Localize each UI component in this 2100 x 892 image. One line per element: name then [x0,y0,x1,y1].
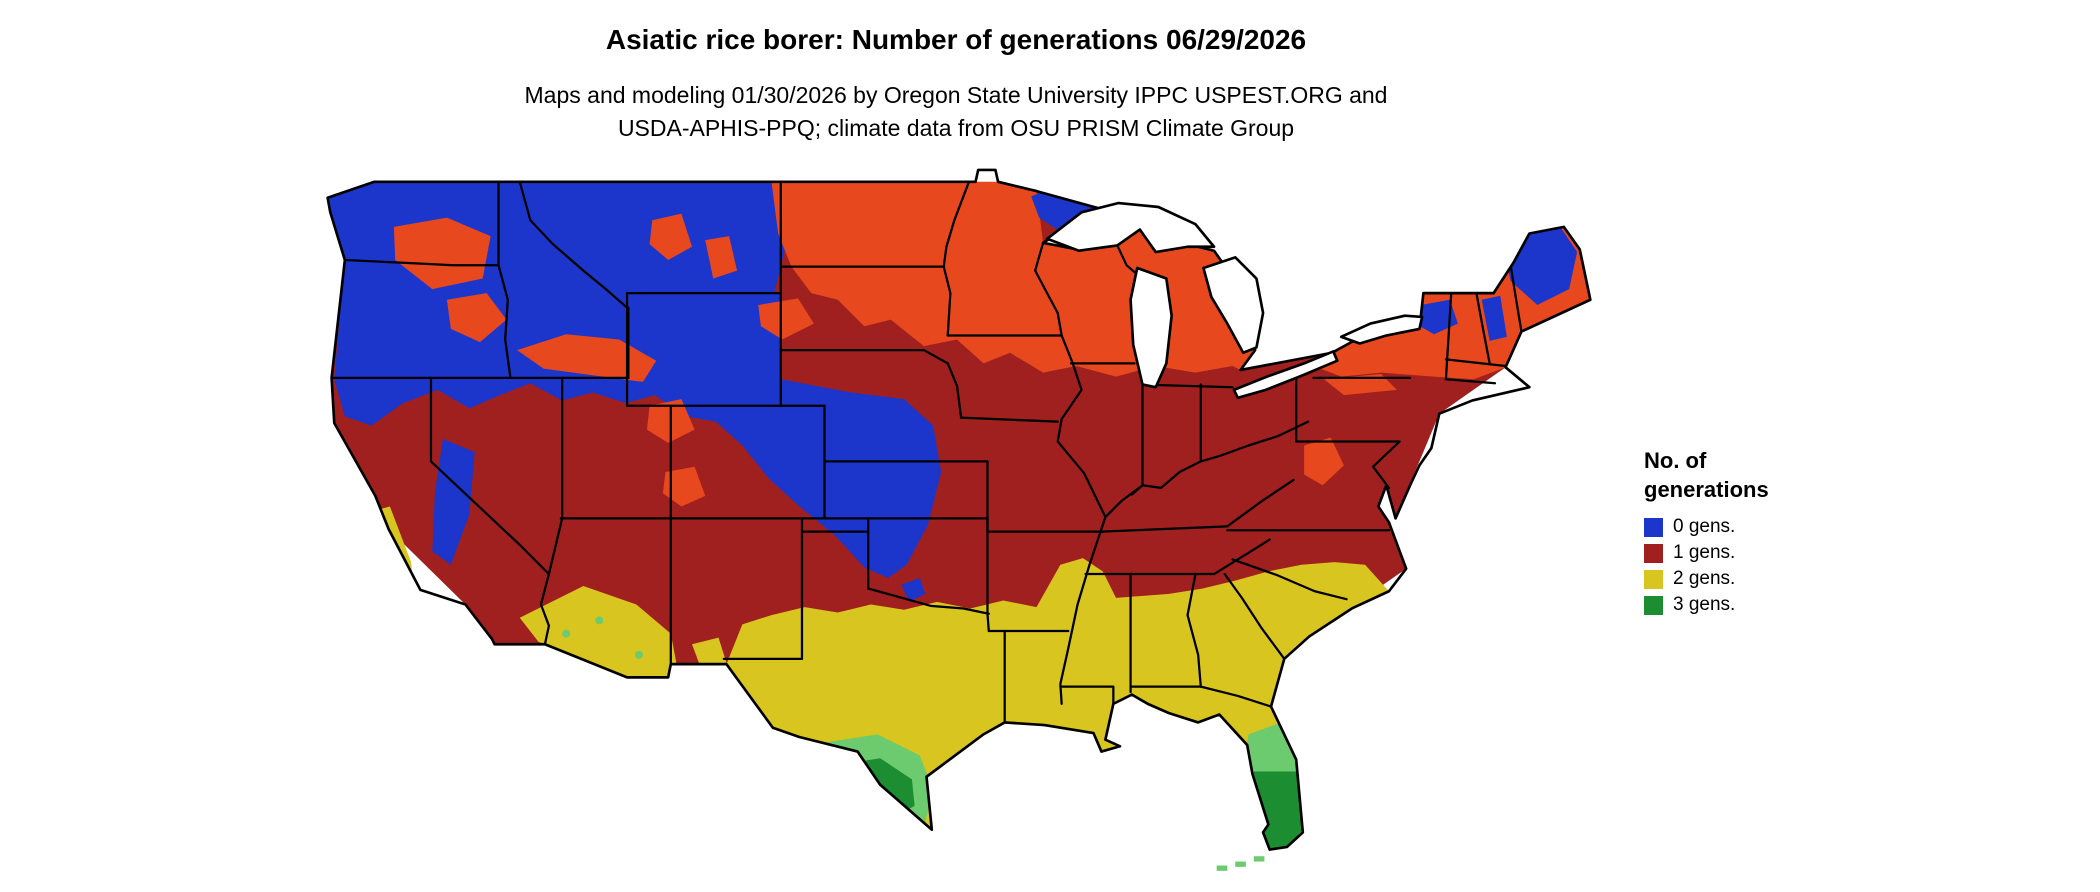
legend-item-2-gens: 2 gens. [1644,566,1769,592]
legend-item-3-gens: 3 gens. [1644,592,1769,618]
legend-item-label: 0 gens. [1673,516,1736,537]
region-orange-ne-oregon [446,293,507,343]
region-green-speck-az-1 [562,629,571,638]
legend: No. of generations 0 gens. 1 gens. 2 gen… [1644,446,1769,618]
legend-swatch-rect [1644,517,1663,537]
region-green-speck-az-2 [595,616,604,625]
region-orange-west-virginia [1304,437,1344,486]
lake-ontario [1339,314,1424,345]
legend-swatch-rect [1644,543,1663,563]
region-green-speck-socal [466,625,473,632]
legend-swatch-3-gens-icon [1644,595,1663,615]
legend-title: No. of generations [1644,446,1769,504]
region-orange-montana-valley-2 [705,236,738,279]
legend-items: 0 gens. 1 gens. 2 gens. 3 gens. [1644,514,1769,618]
florida-keys [1216,856,1265,871]
region-orange-bighorn-basin [758,298,814,340]
legend-title-line-1: No. of [1644,448,1707,473]
map-regions [327,180,1591,850]
region-orange-montana-valley-1 [649,213,692,260]
map-subtitle-line-2: USDA-APHIS-PPQ; climate data from OSU PR… [617,115,1295,141]
region-green-speck-az-3 [635,650,643,659]
region-two-gens-south-nm [692,637,727,666]
lake-huron [1202,256,1265,355]
region-orange-sw-utah [662,466,706,507]
legend-item-label: 1 gens. [1673,542,1736,563]
legend-item-0-gens: 0 gens. [1644,514,1769,540]
legend-swatch-rect [1644,569,1663,589]
legend-item-label: 2 gens. [1673,568,1736,589]
lake-erie [1232,350,1339,400]
region-blue-adirondacks [1415,299,1458,335]
region-blue-white-mountains [1481,295,1507,341]
lake-michigan [1129,266,1173,389]
legend-title-line-2: generations [1644,477,1769,502]
lake-superior [1045,201,1216,254]
map-subtitle-line-1: Maps and modeling 01/30/2026 by Oregon S… [524,82,1388,108]
legend-swatch-2-gens-icon [1644,569,1663,589]
great-lakes [1045,201,1424,400]
page-title: Asiatic rice borer: Number of generation… [605,24,1307,55]
legend-swatch-0-gens-icon [1644,517,1663,537]
legend-item-1-gens: 1 gens. [1644,540,1769,566]
region-orange-columbia-basin [393,217,491,290]
legend-swatch-1-gens-icon [1644,543,1663,563]
region-two-gens-arizona [519,585,679,684]
state-borders [330,180,1523,724]
region-blue-north-new-mexico [901,578,926,602]
legend-swatch-rect [1644,595,1663,615]
region-blue-sierra-nevada [432,438,475,565]
legend-item-label: 3 gens. [1673,594,1736,615]
region-orange-snake-plain [517,334,657,382]
region-orange-north-pa [1324,373,1397,396]
us-generations-map [326,168,1592,871]
